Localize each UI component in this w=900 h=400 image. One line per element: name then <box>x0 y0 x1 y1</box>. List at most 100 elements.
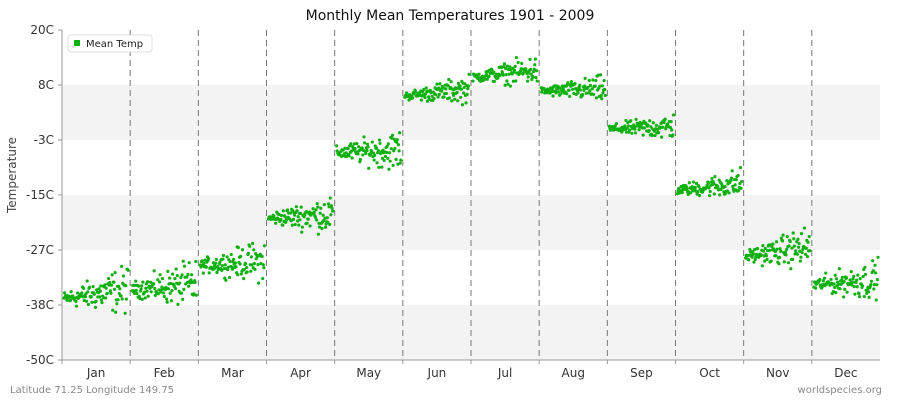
data-point <box>349 142 353 146</box>
data-point <box>560 84 565 88</box>
data-point <box>707 186 711 190</box>
data-point <box>668 125 673 130</box>
data-point <box>759 253 763 257</box>
data-point <box>239 272 243 276</box>
data-point <box>366 145 370 149</box>
data-point <box>300 225 304 229</box>
data-point <box>124 284 128 288</box>
data-point <box>343 146 347 150</box>
data-point <box>192 292 196 296</box>
data-point <box>221 253 226 258</box>
data-point <box>648 119 652 123</box>
data-point <box>800 250 804 255</box>
data-point <box>388 159 392 163</box>
data-point <box>837 267 841 271</box>
data-point <box>872 287 876 291</box>
data-point <box>567 88 571 92</box>
data-point <box>738 182 742 186</box>
data-point <box>274 221 278 225</box>
data-point <box>844 276 849 280</box>
data-point <box>773 250 777 254</box>
data-point <box>91 284 95 289</box>
data-point <box>259 261 263 266</box>
data-point <box>535 79 539 83</box>
x-tick-label: Feb <box>154 366 175 380</box>
data-point <box>399 158 403 162</box>
data-point <box>389 147 393 151</box>
data-point <box>189 273 194 277</box>
data-point <box>323 225 328 229</box>
data-point <box>188 281 192 285</box>
data-point <box>181 259 185 263</box>
data-point <box>854 280 858 285</box>
data-point <box>713 175 717 179</box>
data-point <box>680 191 684 195</box>
data-point <box>767 248 772 253</box>
data-point <box>874 271 878 275</box>
data-point <box>601 91 605 95</box>
data-point <box>669 119 673 124</box>
data-point <box>534 69 539 73</box>
data-point <box>82 286 86 290</box>
data-point <box>599 93 603 98</box>
data-point <box>387 151 392 155</box>
data-point <box>533 63 537 67</box>
data-point <box>748 249 753 254</box>
data-point <box>456 81 460 85</box>
data-point <box>449 80 453 84</box>
data-point <box>117 284 121 288</box>
data-point <box>327 205 331 209</box>
data-point <box>455 90 459 94</box>
data-point <box>252 248 256 252</box>
data-point <box>712 181 716 186</box>
data-point <box>323 216 327 220</box>
data-point <box>526 79 530 83</box>
data-point <box>165 297 169 301</box>
data-point <box>797 241 801 246</box>
data-point <box>568 94 572 99</box>
data-point <box>829 277 833 282</box>
data-point <box>665 122 670 126</box>
data-point <box>691 180 696 184</box>
data-point <box>132 291 137 296</box>
data-point <box>660 135 664 139</box>
data-point <box>395 140 399 144</box>
data-point <box>89 295 93 299</box>
data-point <box>550 89 554 94</box>
data-point <box>802 226 807 230</box>
data-point <box>156 292 160 296</box>
data-point <box>671 113 676 117</box>
data-point <box>423 95 427 100</box>
data-point <box>850 280 855 284</box>
data-point <box>113 271 117 275</box>
data-point <box>140 284 144 288</box>
data-point <box>642 126 646 130</box>
data-point <box>290 223 294 227</box>
data-point <box>600 97 604 101</box>
data-point <box>641 133 645 137</box>
data-point <box>529 67 533 72</box>
data-point <box>207 271 211 275</box>
data-point <box>189 278 193 282</box>
data-point <box>531 75 535 79</box>
data-point <box>875 278 880 282</box>
data-point <box>109 283 114 287</box>
data-point <box>218 260 222 264</box>
data-point <box>236 273 240 277</box>
data-point <box>790 246 794 250</box>
data-point <box>240 248 245 252</box>
data-point <box>657 131 661 135</box>
data-point <box>179 275 183 280</box>
data-point <box>514 79 518 83</box>
data-point <box>112 280 116 284</box>
data-point <box>630 131 634 135</box>
data-point <box>778 247 782 251</box>
data-point <box>565 92 569 96</box>
data-point <box>466 84 471 88</box>
data-point <box>861 274 865 279</box>
data-point <box>358 157 363 162</box>
data-point <box>424 86 428 90</box>
data-point <box>85 279 89 283</box>
data-point <box>459 87 463 91</box>
data-point <box>233 261 237 265</box>
